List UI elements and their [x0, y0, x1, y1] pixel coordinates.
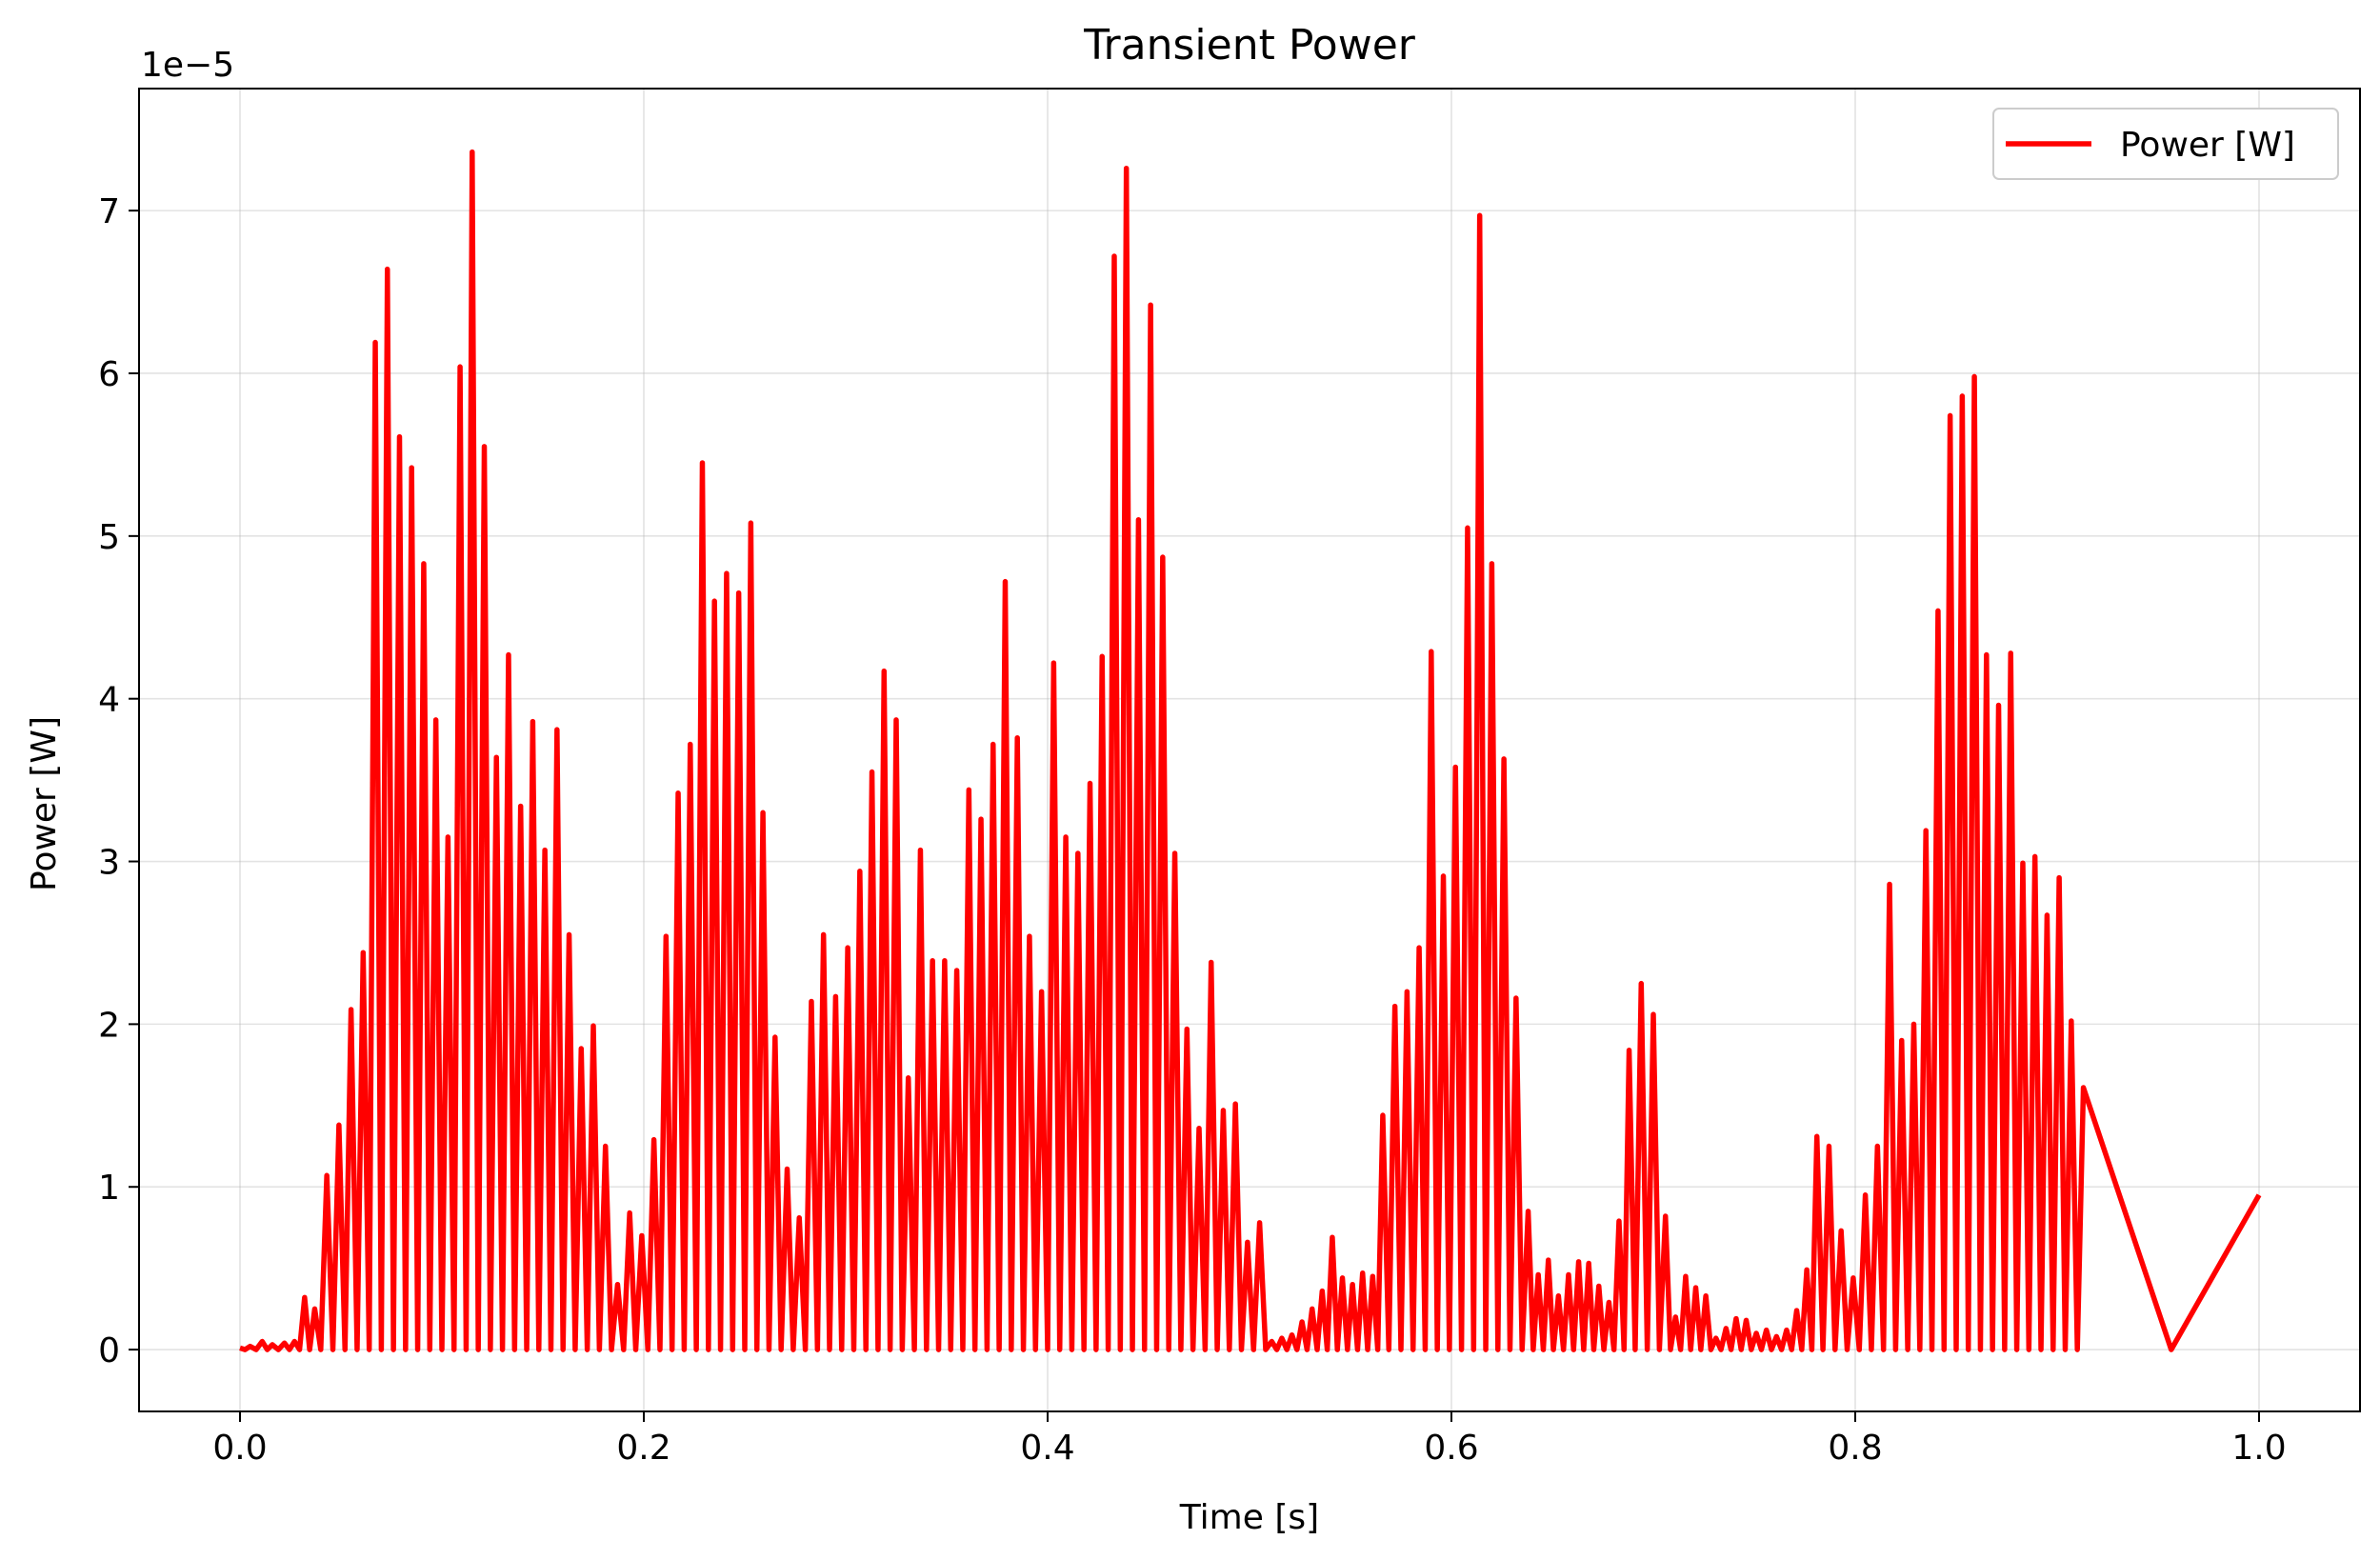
axes-frame	[138, 88, 2361, 1412]
x-tick-label: 0.2	[616, 1429, 670, 1468]
x-axis-label: Time [s]	[1179, 1498, 1319, 1537]
plot-area	[239, 149, 2262, 1352]
y-axis-label: Power [W]	[25, 716, 64, 891]
x-tick-label: 0.6	[1424, 1429, 1478, 1468]
y-tick-label: 4	[98, 681, 120, 720]
y-axis-ticks: 0 1 2 3 4 5 6 7	[98, 192, 139, 1370]
y-tick-label: 2	[98, 1006, 120, 1045]
x-tick-label: 0.4	[1020, 1429, 1074, 1468]
y-tick-label: 7	[98, 192, 120, 231]
y-tick-label: 3	[98, 844, 120, 883]
series-line-0	[239, 149, 2262, 1352]
y-axis-offset-label: 1e−5	[141, 46, 234, 85]
legend-label-power: Power [W]	[2120, 126, 2295, 165]
y-tick-label: 1	[98, 1169, 120, 1208]
x-tick-label: 0.8	[1828, 1429, 1882, 1468]
x-tick-label: 1.0	[2231, 1429, 2286, 1468]
y-tick-label: 5	[98, 518, 120, 557]
y-tick-label: 0	[98, 1331, 120, 1370]
legend: Power [W]	[1992, 108, 2339, 180]
chart-title: Transient Power	[1083, 21, 1416, 70]
x-axis-ticks: 0.0 0.2 0.4 0.6 0.8 1.0	[212, 1411, 2287, 1468]
legend-box	[1992, 108, 2339, 180]
x-tick-label: 0.0	[212, 1429, 267, 1468]
y-tick-label: 6	[98, 355, 120, 394]
